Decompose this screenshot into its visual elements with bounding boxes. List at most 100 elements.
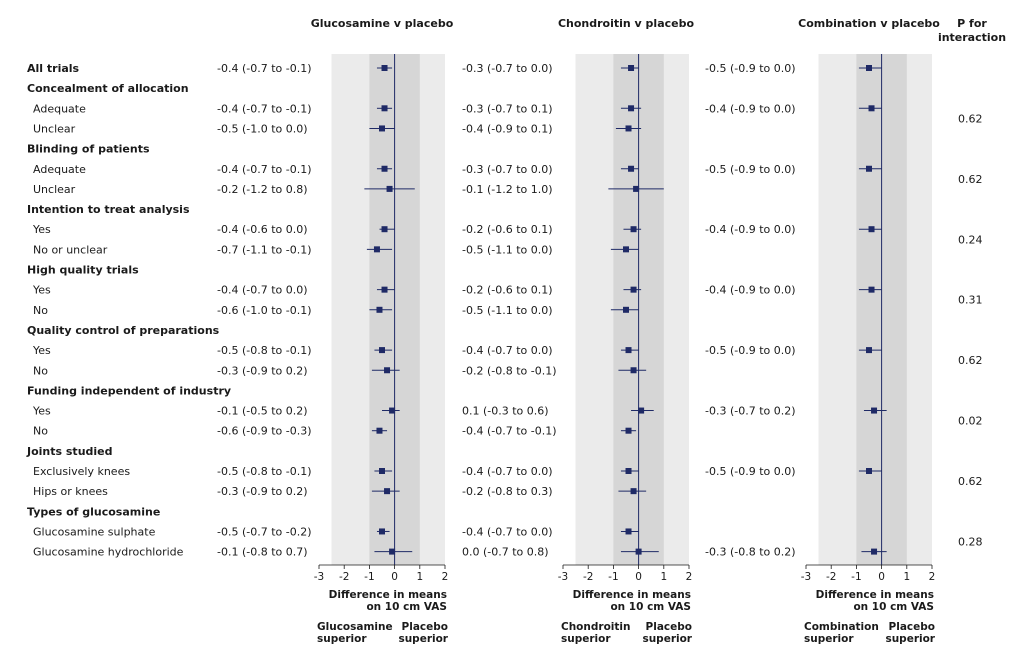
estimate-label: -0.5 (-0.8 to -0.1) [217,344,312,357]
estimate-label: -0.2 (-0.6 to 0.1) [462,284,553,297]
x-tick-label: 0 [878,571,885,583]
estimate-label: 0.0 (-0.7 to 0.8) [462,546,549,559]
point-estimate-marker [381,65,388,71]
subgroup-label: Yes [32,223,51,236]
estimate-label: -0.4 (-0.9 to 0.0) [705,223,796,236]
point-estimate-marker [633,185,640,192]
point-estimate-marker [635,548,642,555]
x-axis-label: Difference in means [573,589,691,601]
x-tick-label: 1 [903,571,910,583]
favours-left-label: Chondroitin [561,621,630,633]
estimate-label: -0.4 (-0.9 to 0.0) [705,102,796,115]
point-estimate-marker [868,226,875,233]
estimate-label: -0.4 (-0.7 to 0.0) [462,344,553,357]
estimate-label: -0.4 (-0.9 to 0.1) [462,122,553,135]
estimate-label: -0.1 (-0.5 to 0.2) [217,405,308,418]
panel-title: Combination v placebo [798,17,940,30]
subgroup-label: Glucosamine hydrochloride [33,546,184,559]
point-estimate-marker [381,226,388,233]
estimate-label: -0.5 (-0.9 to 0.0) [705,163,796,176]
subgroup-label: Unclear [33,183,76,196]
point-estimate-marker [868,286,875,293]
favours-right-label: superior [398,633,448,645]
x-tick-label: -3 [801,571,811,583]
subgroup-label: Exclusively knees [33,465,130,478]
point-estimate-marker [373,246,380,253]
estimate-label: -0.3 (-0.8 to 0.2) [705,546,796,559]
estimate-label: -0.4 (-0.7 to -0.1) [217,62,312,75]
subgroup-label: No [33,364,48,377]
estimate-label: -0.5 (-1.0 to 0.0) [217,122,308,135]
estimate-label: -0.4 (-0.7 to 0.0) [462,525,553,538]
panel-title: Chondroitin v placebo [558,17,695,30]
p-value: 0.62 [958,112,983,125]
estimate-label: -0.4 (-0.7 to 0.0) [462,465,553,478]
x-tick-label: -3 [314,571,324,583]
panel-title: Glucosamine v placebo [311,17,454,30]
point-estimate-marker [384,488,391,495]
p-value: 0.62 [958,173,983,186]
p-interaction-header: P for [957,17,987,30]
point-estimate-marker [628,105,635,112]
estimate-label: -0.3 (-0.7 to 0.2) [705,405,796,418]
favours-right-label: Placebo [402,621,448,633]
point-estimate-marker [630,367,637,374]
point-estimate-marker [630,226,637,233]
estimate-label: -0.4 (-0.6 to 0.0) [217,223,308,236]
point-estimate-marker [623,246,629,253]
x-tick-label: -3 [558,571,568,583]
category-label: All trials [27,62,80,75]
point-estimate-marker [379,528,385,535]
category-label: Joints studied [26,445,113,458]
point-estimate-marker [386,185,393,192]
point-estimate-marker [628,65,635,71]
point-estimate-marker [625,125,632,132]
estimate-label: -0.6 (-1.0 to -0.1) [217,304,312,317]
x-tick-label: 1 [660,571,667,583]
x-tick-label: -2 [339,571,349,583]
point-estimate-marker [384,367,391,374]
x-tick-label: -2 [583,571,593,583]
estimate-label: -0.4 (-0.7 to -0.1) [462,425,557,438]
estimate-label: -0.5 (-1.1 to 0.0) [462,304,553,317]
favours-left-label: Combination [804,621,879,633]
favours-right-label: superior [642,633,692,645]
estimate-label: -0.5 (-0.7 to -0.2) [217,525,312,538]
x-tick-label: -2 [826,571,836,583]
estimate-label: -0.5 (-0.9 to 0.0) [705,344,796,357]
point-estimate-marker [625,468,632,474]
subgroup-label: Glucosamine sulphate [33,525,156,538]
point-estimate-marker [871,407,878,414]
estimate-label: -0.4 (-0.9 to 0.0) [705,284,796,297]
subgroup-label: Adequate [33,102,86,115]
p-value: 0.31 [958,294,983,307]
point-estimate-marker [379,125,385,132]
estimate-label: -0.6 (-0.9 to -0.3) [217,425,312,438]
category-label: Intention to treat analysis [27,203,190,216]
estimate-label: -0.3 (-0.7 to 0.1) [462,102,553,115]
estimate-label: -0.5 (-1.1 to 0.0) [462,243,553,256]
point-estimate-marker [630,488,637,495]
estimate-label: -0.4 (-0.7 to -0.1) [217,102,312,115]
point-estimate-marker [871,548,878,555]
estimate-label: -0.3 (-0.9 to 0.2) [217,364,308,377]
point-estimate-marker [381,165,388,172]
point-estimate-marker [623,306,629,313]
point-estimate-marker [625,528,632,535]
favours-left-label: superior [804,633,854,645]
favours-left-label: superior [561,633,611,645]
estimate-label: -0.4 (-0.7 to 0.0) [217,284,308,297]
subgroup-label: Unclear [33,122,76,135]
estimate-label: -0.5 (-0.9 to 0.0) [705,62,796,75]
category-label: High quality trials [27,264,139,277]
point-estimate-marker [376,427,383,434]
x-tick-label: 2 [442,571,449,583]
favours-left-label: Glucosamine [317,621,393,633]
point-estimate-marker [379,347,385,354]
estimate-label: -0.3 (-0.9 to 0.2) [217,485,308,498]
point-estimate-marker [376,306,383,313]
x-axis-label: on 10 cm VAS [853,601,934,613]
point-estimate-marker [625,347,632,354]
subgroup-label: Yes [32,344,51,357]
